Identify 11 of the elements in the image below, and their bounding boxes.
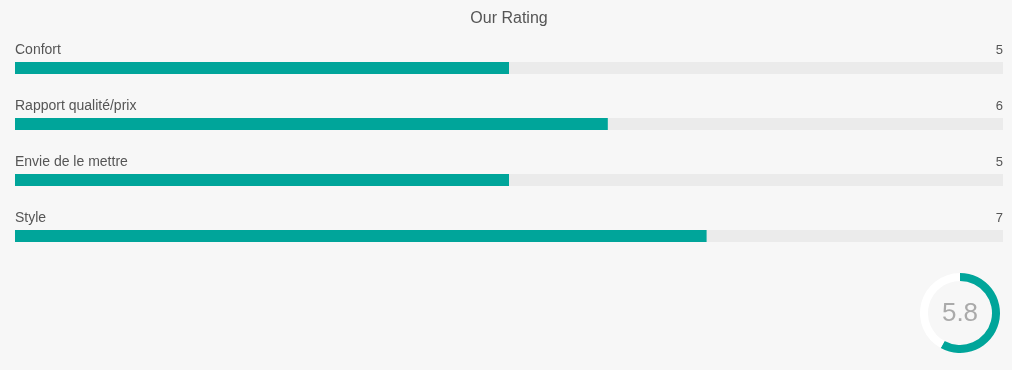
text: 5.8 bbox=[941, 297, 979, 327]
data-label: 5 bbox=[995, 42, 1003, 57]
category-label: Rapport qualité/prix bbox=[15, 97, 137, 113]
chart-title: Our Rating bbox=[470, 9, 548, 26]
data-label: 5 bbox=[995, 154, 1003, 169]
category-label: Confort bbox=[15, 41, 61, 57]
data-label: 7 bbox=[995, 210, 1003, 225]
category-label: Style bbox=[15, 209, 47, 225]
data-label: 6 bbox=[995, 98, 1003, 113]
category-label: Envie de le mettre bbox=[15, 153, 128, 169]
donut-slice bbox=[940, 273, 1000, 353]
